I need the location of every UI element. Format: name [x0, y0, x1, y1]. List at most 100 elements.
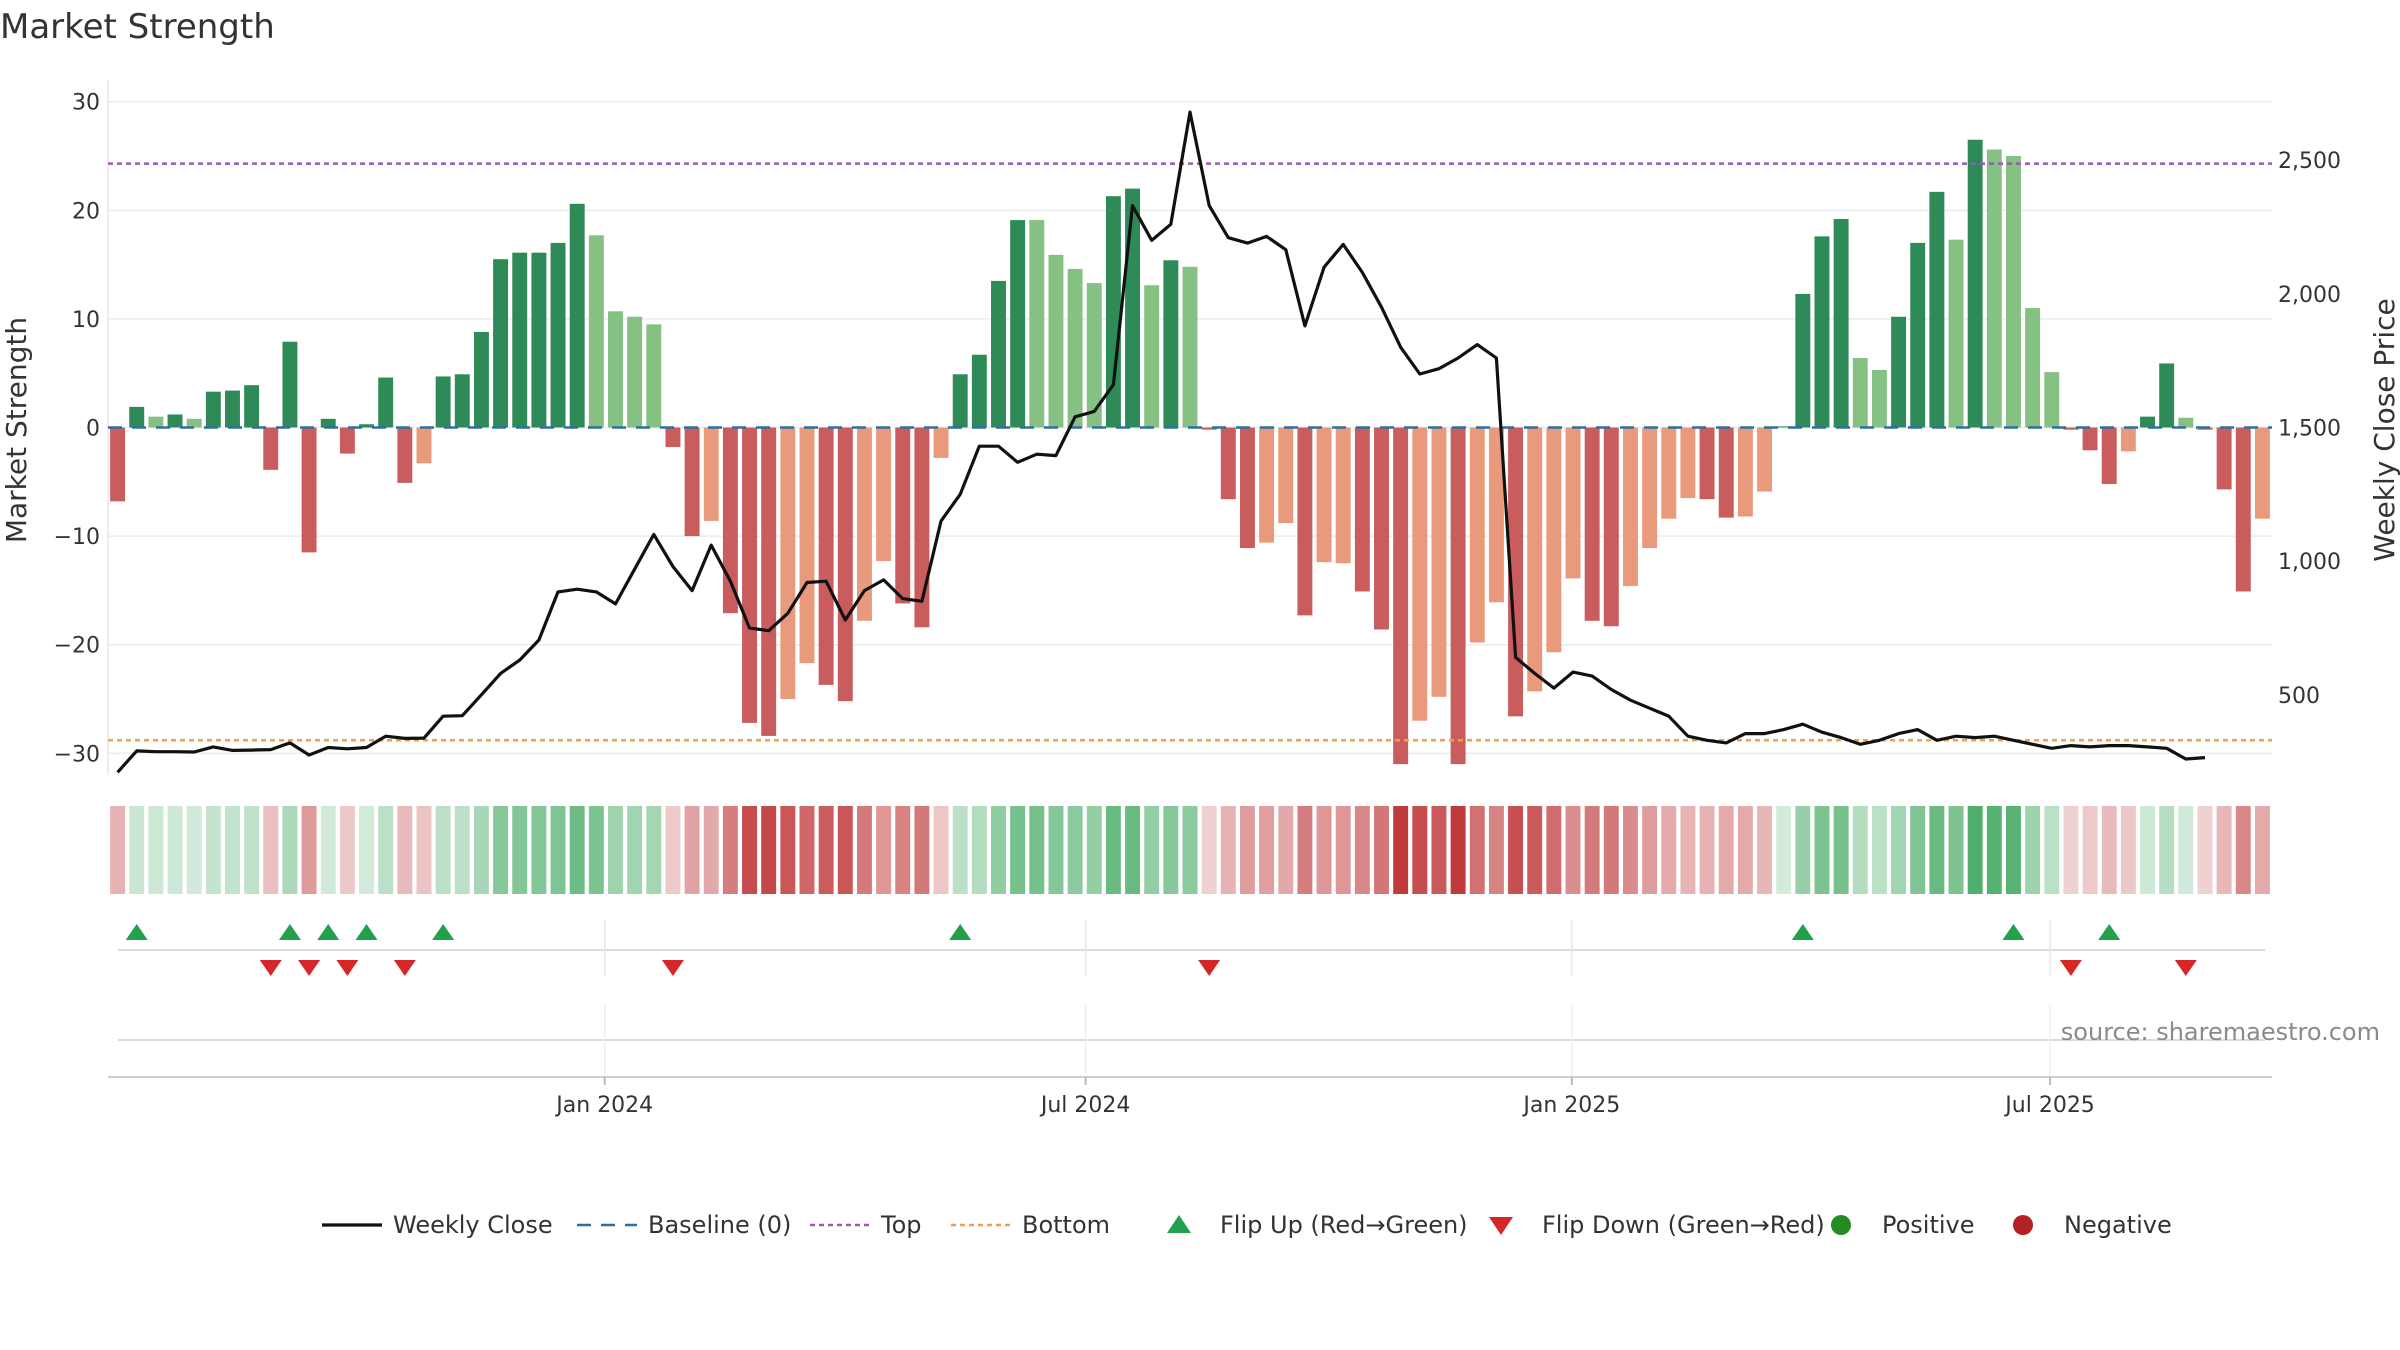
heat-strip-cell [588, 806, 604, 894]
strength-bar [244, 385, 260, 428]
heat-strip-cell [339, 806, 355, 894]
strength-bar [799, 427, 815, 664]
heat-strip-cell [1393, 806, 1409, 894]
triangle-down-icon [1489, 1217, 1513, 1235]
heat-strip-cell [186, 806, 202, 894]
strength-bar [971, 354, 987, 428]
strength-bar [1527, 427, 1543, 692]
strength-bar [2216, 427, 2232, 490]
strength-bar [1795, 293, 1811, 428]
strength-bar [205, 391, 221, 428]
strength-bar [282, 341, 298, 428]
heat-strip-cell [1067, 806, 1083, 894]
heat-strip-cell [397, 806, 413, 894]
heat-strip-cell [435, 806, 451, 894]
reference-lines [108, 162, 2272, 742]
heat-strip-cell [1757, 806, 1772, 894]
strength-bar [320, 418, 336, 428]
strength-bar [435, 376, 451, 428]
strength-bar [684, 427, 700, 537]
strength-bar [1201, 427, 1217, 430]
strength-bar [1565, 427, 1581, 579]
flip-up-marker [949, 924, 972, 940]
heat-strip-cell [282, 806, 298, 894]
strength-bar [1948, 239, 1964, 428]
strength-bar [1048, 254, 1064, 428]
heat-strip-cell [301, 806, 317, 894]
heat-strip-cell [129, 806, 145, 894]
strength-bar [397, 427, 413, 483]
strength-bar [1508, 427, 1524, 717]
heat-strip-cell [569, 806, 585, 894]
y-right-tick-label: 2,000 [2278, 283, 2341, 308]
strength-bar [1469, 427, 1485, 643]
strength-bar [1603, 427, 1619, 627]
legend-label: Flip Up (Red→Green) [1220, 1211, 1468, 1239]
flip-down-marker [259, 960, 282, 976]
heat-strip-cell [225, 806, 240, 894]
heat-strip-cell [665, 806, 681, 894]
strength-bar [1891, 316, 1907, 428]
strength-bar [2006, 156, 2021, 428]
strength-bar [895, 427, 911, 604]
legend-label: Baseline (0) [648, 1211, 791, 1239]
legend-item: Top [810, 1211, 922, 1239]
heat-strip-cell [876, 806, 892, 894]
strength-bar [1833, 219, 1849, 428]
heat-strip-cell [550, 806, 566, 894]
flip-down-marker [661, 960, 684, 976]
strength-bar [531, 252, 547, 428]
strength-bar [359, 424, 374, 428]
weekly-close-line [116, 110, 2206, 774]
strength-bar [225, 390, 240, 428]
heat-strip-cell [703, 806, 719, 894]
strength-bar [263, 427, 279, 470]
strength-bar [780, 427, 796, 699]
strength-bar [378, 377, 394, 428]
y-axis-right-title: Weekly Close Price [2368, 298, 2400, 561]
strength-bar [569, 203, 585, 428]
strength-bars [110, 139, 2270, 765]
strength-bar [148, 416, 164, 428]
heat-strip-cell [914, 806, 930, 894]
legend-item: Flip Down (Green→Red) [1489, 1211, 1825, 1239]
heat-strip-cell [837, 806, 853, 894]
strength-bar [1642, 427, 1658, 549]
strength-bar [991, 280, 1006, 428]
right-axis-ticks: 500 1,000 1,500 2,000 2,500 [2278, 149, 2341, 709]
heat-strip-cell [378, 806, 394, 894]
heat-strip-cell [2197, 806, 2213, 894]
heat-strip-cell [2120, 806, 2136, 894]
heat-strip-cell [2178, 806, 2194, 894]
heat-strip-cell [1891, 806, 1907, 894]
heat-strip-cell [320, 806, 336, 894]
heat-strip-cell [1182, 806, 1198, 894]
flip-up-marker [125, 924, 148, 940]
heat-strip-cell [2006, 806, 2021, 894]
heat-strip-cell [1163, 806, 1179, 894]
legend-label: Positive [1882, 1211, 1975, 1239]
strength-bar [110, 427, 126, 502]
strength-heat-strip [110, 806, 2270, 894]
heat-strip-cell [1584, 806, 1600, 894]
strength-bar [627, 316, 643, 428]
heat-strip-cell [110, 806, 126, 894]
heat-strip-cell [1986, 806, 2002, 894]
heat-strip-cell [454, 806, 470, 894]
heat-strip-cell [1661, 806, 1677, 894]
strength-bar [1029, 220, 1045, 428]
strength-bar [1010, 220, 1026, 428]
heat-strip-cell [1374, 806, 1389, 894]
triangle-up-icon [1167, 1215, 1191, 1233]
y-left-tick-label: −20 [54, 634, 100, 659]
heat-strip-cell [1565, 806, 1581, 894]
legend-item: Bottom [951, 1211, 1110, 1239]
heat-strip-cell [148, 806, 164, 894]
strength-bar [2025, 308, 2041, 428]
strength-bar [2044, 372, 2060, 428]
strength-bar [2254, 427, 2270, 519]
heat-strip-cell [971, 806, 987, 894]
heat-strip-cell [1776, 806, 1792, 894]
strength-bar [1067, 268, 1083, 428]
y-right-tick-label: 1,500 [2278, 417, 2341, 442]
